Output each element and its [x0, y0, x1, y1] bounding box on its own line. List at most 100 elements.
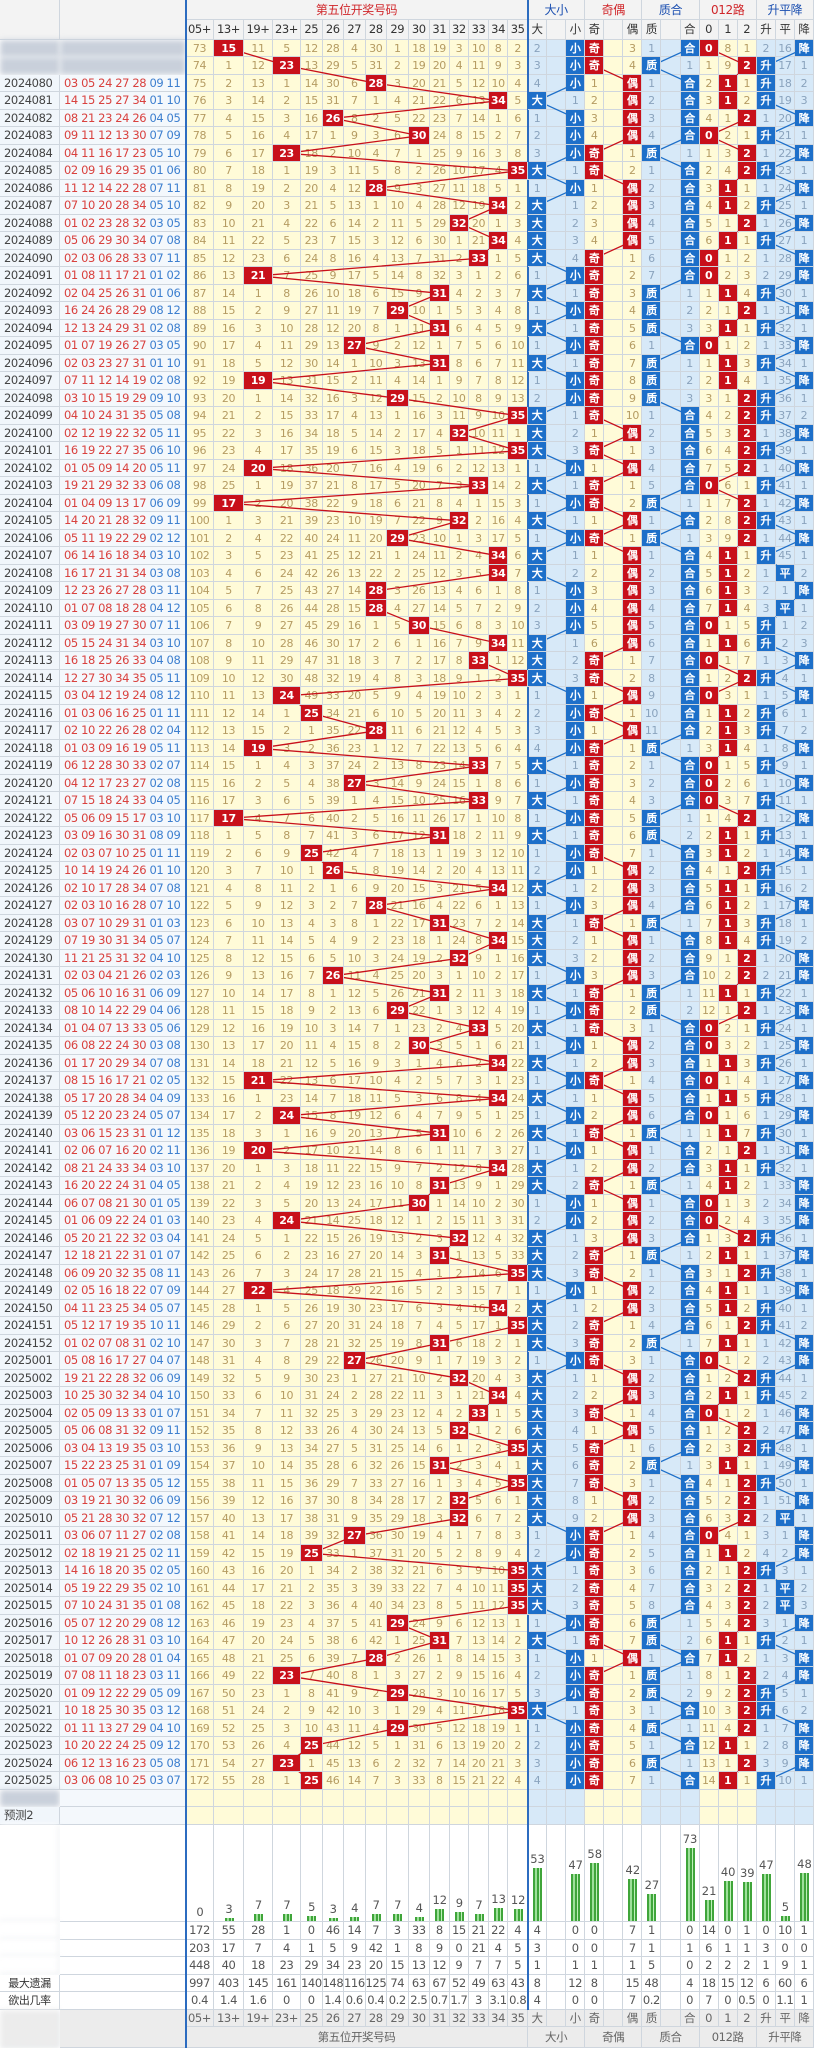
prediction-cell[interactable] [680, 1807, 700, 1825]
prediction-input[interactable] [60, 1789, 186, 1807]
column-header[interactable]: 偶 [623, 20, 643, 40]
prediction-cell[interactable] [214, 1807, 244, 1825]
prediction-cell[interactable] [488, 1807, 509, 1825]
prediction-cell[interactable] [680, 1789, 700, 1807]
prediction-cell[interactable] [547, 1789, 567, 1807]
column-header[interactable]: 05+ [186, 20, 214, 40]
prediction-cell[interactable] [244, 1807, 273, 1825]
prediction-cell[interactable] [585, 1789, 605, 1807]
column-header[interactable]: 19+ [244, 20, 273, 40]
footer-column-header[interactable]: 30 [408, 2009, 430, 2027]
footer-column-header[interactable]: 升 [756, 2009, 776, 2027]
prediction-cell[interactable] [794, 1789, 814, 1807]
footer-column-header[interactable]: 31 [430, 2009, 450, 2027]
prediction-cell[interactable] [508, 1789, 528, 1807]
prediction-cell[interactable] [186, 1789, 214, 1807]
prediction-cell[interactable] [301, 1807, 323, 1825]
prediction-cell[interactable] [408, 1807, 430, 1825]
column-header[interactable]: 小 [566, 20, 586, 40]
column-header[interactable]: 1 [718, 20, 738, 40]
column-header[interactable]: 27 [344, 20, 366, 40]
footer-column-header[interactable]: 27 [344, 2009, 366, 2027]
column-header[interactable]: 29 [387, 20, 409, 40]
prediction-cell[interactable] [449, 1807, 470, 1825]
column-header[interactable] [604, 20, 624, 40]
prediction-cell[interactable] [322, 1807, 344, 1825]
column-header[interactable]: 0 [699, 20, 719, 40]
prediction-cell[interactable] [408, 1789, 430, 1807]
prediction-cell[interactable] [273, 1789, 301, 1807]
column-header[interactable]: 质 [642, 20, 662, 40]
footer-column-header[interactable]: 偶 [623, 2009, 643, 2027]
prediction-cell[interactable] [566, 1807, 586, 1825]
prediction-cell[interactable] [794, 1807, 814, 1825]
column-header[interactable] [547, 20, 567, 40]
prediction-cell[interactable] [387, 1789, 409, 1807]
column-header[interactable]: 降 [794, 20, 814, 40]
prediction-cell[interactable] [365, 1807, 387, 1825]
prediction-cell[interactable] [699, 1807, 719, 1825]
column-header[interactable]: 34 [488, 20, 509, 40]
footer-column-header[interactable]: 34 [488, 2009, 509, 2027]
footer-column-header[interactable]: 平 [775, 2009, 795, 2027]
footer-column-header[interactable] [661, 2009, 681, 2027]
prediction-cell[interactable] [756, 1789, 776, 1807]
prediction-cell[interactable] [661, 1807, 681, 1825]
footer-column-header[interactable]: 小 [566, 2009, 586, 2027]
prediction-cell[interactable] [344, 1807, 366, 1825]
column-header[interactable]: 35 [508, 20, 528, 40]
footer-column-header[interactable] [547, 2009, 567, 2027]
column-header[interactable]: 升 [756, 20, 776, 40]
prediction-cell[interactable] [775, 1807, 795, 1825]
column-header[interactable]: 28 [365, 20, 387, 40]
footer-column-header[interactable]: 33 [469, 2009, 489, 2027]
prediction-cell[interactable] [718, 1789, 738, 1807]
column-header[interactable]: 13+ [214, 20, 244, 40]
prediction-cell[interactable] [344, 1789, 366, 1807]
prediction-cell[interactable] [430, 1807, 450, 1825]
footer-column-header[interactable]: 32 [449, 2009, 470, 2027]
column-header[interactable]: 合 [680, 20, 700, 40]
footer-column-header[interactable]: 合 [680, 2009, 700, 2027]
prediction-cell[interactable] [547, 1807, 567, 1825]
footer-column-header[interactable]: 19+ [244, 2009, 273, 2027]
prediction-cell[interactable] [585, 1807, 605, 1825]
column-header[interactable]: 平 [775, 20, 795, 40]
prediction-cell[interactable] [661, 1789, 681, 1807]
prediction-input[interactable] [60, 1807, 186, 1825]
prediction-cell[interactable] [737, 1789, 757, 1807]
prediction-cell[interactable] [642, 1789, 662, 1807]
footer-column-header[interactable]: 23+ [273, 2009, 301, 2027]
prediction-cell[interactable] [488, 1789, 509, 1807]
prediction-cell[interactable] [214, 1789, 244, 1807]
prediction-cell[interactable] [528, 1789, 548, 1807]
column-header[interactable]: 大 [528, 20, 548, 40]
prediction-cell[interactable] [604, 1789, 624, 1807]
prediction-cell[interactable] [387, 1807, 409, 1825]
column-header[interactable]: 33 [469, 20, 489, 40]
prediction-cell[interactable] [566, 1789, 586, 1807]
footer-column-header[interactable]: 28 [365, 2009, 387, 2027]
footer-column-header[interactable]: 25 [301, 2009, 323, 2027]
footer-column-header[interactable]: 26 [322, 2009, 344, 2027]
footer-column-header[interactable] [604, 2009, 624, 2027]
prediction-cell[interactable] [604, 1807, 624, 1825]
prediction-cell[interactable] [449, 1789, 470, 1807]
prediction-cell[interactable] [642, 1807, 662, 1825]
prediction-cell[interactable] [322, 1789, 344, 1807]
prediction-cell[interactable] [699, 1789, 719, 1807]
prediction-cell[interactable] [365, 1789, 387, 1807]
prediction-cell[interactable] [623, 1789, 643, 1807]
column-header[interactable]: 26 [322, 20, 344, 40]
prediction-cell[interactable] [737, 1807, 757, 1825]
column-header[interactable] [661, 20, 681, 40]
prediction-cell[interactable] [430, 1789, 450, 1807]
prediction-cell[interactable] [623, 1807, 643, 1825]
column-header[interactable]: 2 [737, 20, 757, 40]
footer-column-header[interactable]: 0 [699, 2009, 719, 2027]
footer-column-header[interactable]: 奇 [585, 2009, 605, 2027]
footer-column-header[interactable]: 大 [528, 2009, 548, 2027]
prediction-cell[interactable] [301, 1789, 323, 1807]
footer-column-header[interactable]: 降 [794, 2009, 814, 2027]
footer-column-header[interactable]: 2 [737, 2009, 757, 2027]
